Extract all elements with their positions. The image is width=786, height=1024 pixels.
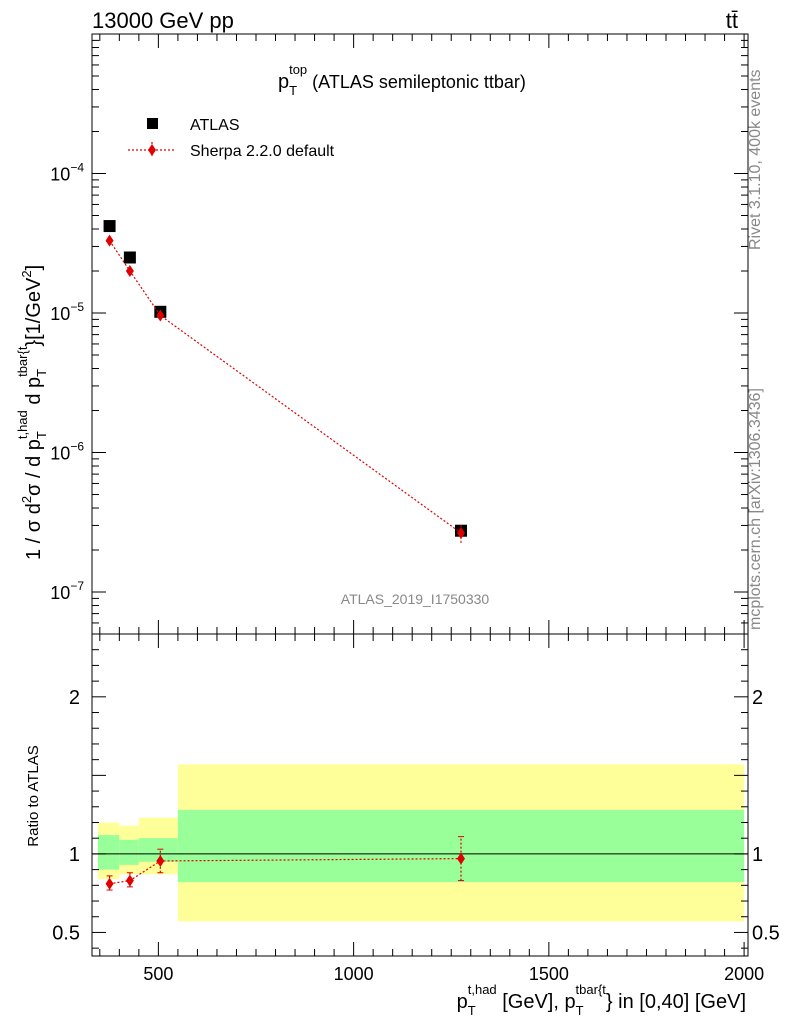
atlas-point-0 xyxy=(103,220,116,233)
sherpa-point-1 xyxy=(125,265,134,278)
main-y-tick-label-0: 10−7 xyxy=(50,579,84,603)
plot-title: pTtop (ATLAS semileptonic ttbar) xyxy=(278,62,526,98)
legend-marker-sherpa xyxy=(148,144,156,156)
ratio-band-inner-3 xyxy=(177,809,745,883)
main-y-axis-label: 1 / σ d2σ / d pTt,had d pTtbar{t}[1/GeV2… xyxy=(15,265,49,560)
ratio-panel-frame xyxy=(91,633,749,957)
tick-labels: 500 1000 1500 2000 10−7 10−6 10−5 10−4 0.5 0.5 1 1 2… xyxy=(50,161,780,984)
ratio-band-inner-0 xyxy=(97,835,120,870)
ratio-y-tick-label-left-1: 1 xyxy=(69,844,80,866)
process-label: tt̄ xyxy=(726,8,738,33)
ratio-band-inner-2 xyxy=(138,838,178,862)
ratio-y-tick-label-right-0: 0.5 xyxy=(752,922,780,944)
ratio-band-inner-1 xyxy=(119,839,139,865)
mcplots-label: mcplots.cern.ch [arXiv:1306.3436] xyxy=(747,388,764,630)
analysis-watermark: ATLAS_2019_I1750330 xyxy=(341,591,490,607)
rivet-label: Rivet 3.1.10, 400k events xyxy=(747,69,764,250)
x-tick-label-0: 500 xyxy=(143,964,173,984)
atlas-point-1 xyxy=(123,251,136,264)
x-axis-label: pTt,had [GeV], pTtbar{t} in [0,40] [GeV] xyxy=(457,982,746,1018)
x-tick-label-3: 2000 xyxy=(724,964,764,984)
sherpa-line xyxy=(109,240,462,534)
plot-axes xyxy=(91,33,749,957)
main-y-tick-label-3: 10−4 xyxy=(50,161,84,185)
legend-label-atlas: ATLAS xyxy=(190,117,240,134)
ratio-uncertainty-bands xyxy=(97,764,745,922)
x-tick-label-1: 1000 xyxy=(334,964,374,984)
ratio-y-axis-label: Ratio to ATLAS xyxy=(25,745,42,846)
legend: ATLAS Sherpa 2.2.0 default xyxy=(128,117,335,160)
ratio-sherpa-point-2 xyxy=(156,854,165,867)
ratio-y-tick-label-left-0: 0.5 xyxy=(52,922,80,944)
ratio-y-tick-label-right-1: 1 xyxy=(752,844,763,866)
main-y-tick-label-2: 10−5 xyxy=(50,300,84,324)
sherpa-point-0 xyxy=(105,234,114,247)
sherpa-point-2 xyxy=(156,309,165,322)
legend-marker-atlas xyxy=(147,118,158,129)
main-y-tick-label-1: 10−6 xyxy=(50,440,84,464)
ratio-y-tick-label-right-2: 2 xyxy=(752,687,763,709)
energy-label: 13000 GeV pp xyxy=(92,8,234,33)
ratio-sherpa-point-1 xyxy=(125,874,134,887)
sherpa-point-3 xyxy=(457,526,465,539)
x-tick-label-2: 1500 xyxy=(529,964,569,984)
data-marks xyxy=(103,220,467,891)
ratio-y-tick-label-left-2: 2 xyxy=(69,687,80,709)
ratio-sherpa-point-3 xyxy=(457,852,465,865)
ratio-sherpa-point-0 xyxy=(105,877,114,890)
legend-label-sherpa: Sherpa 2.2.0 default xyxy=(190,143,335,160)
